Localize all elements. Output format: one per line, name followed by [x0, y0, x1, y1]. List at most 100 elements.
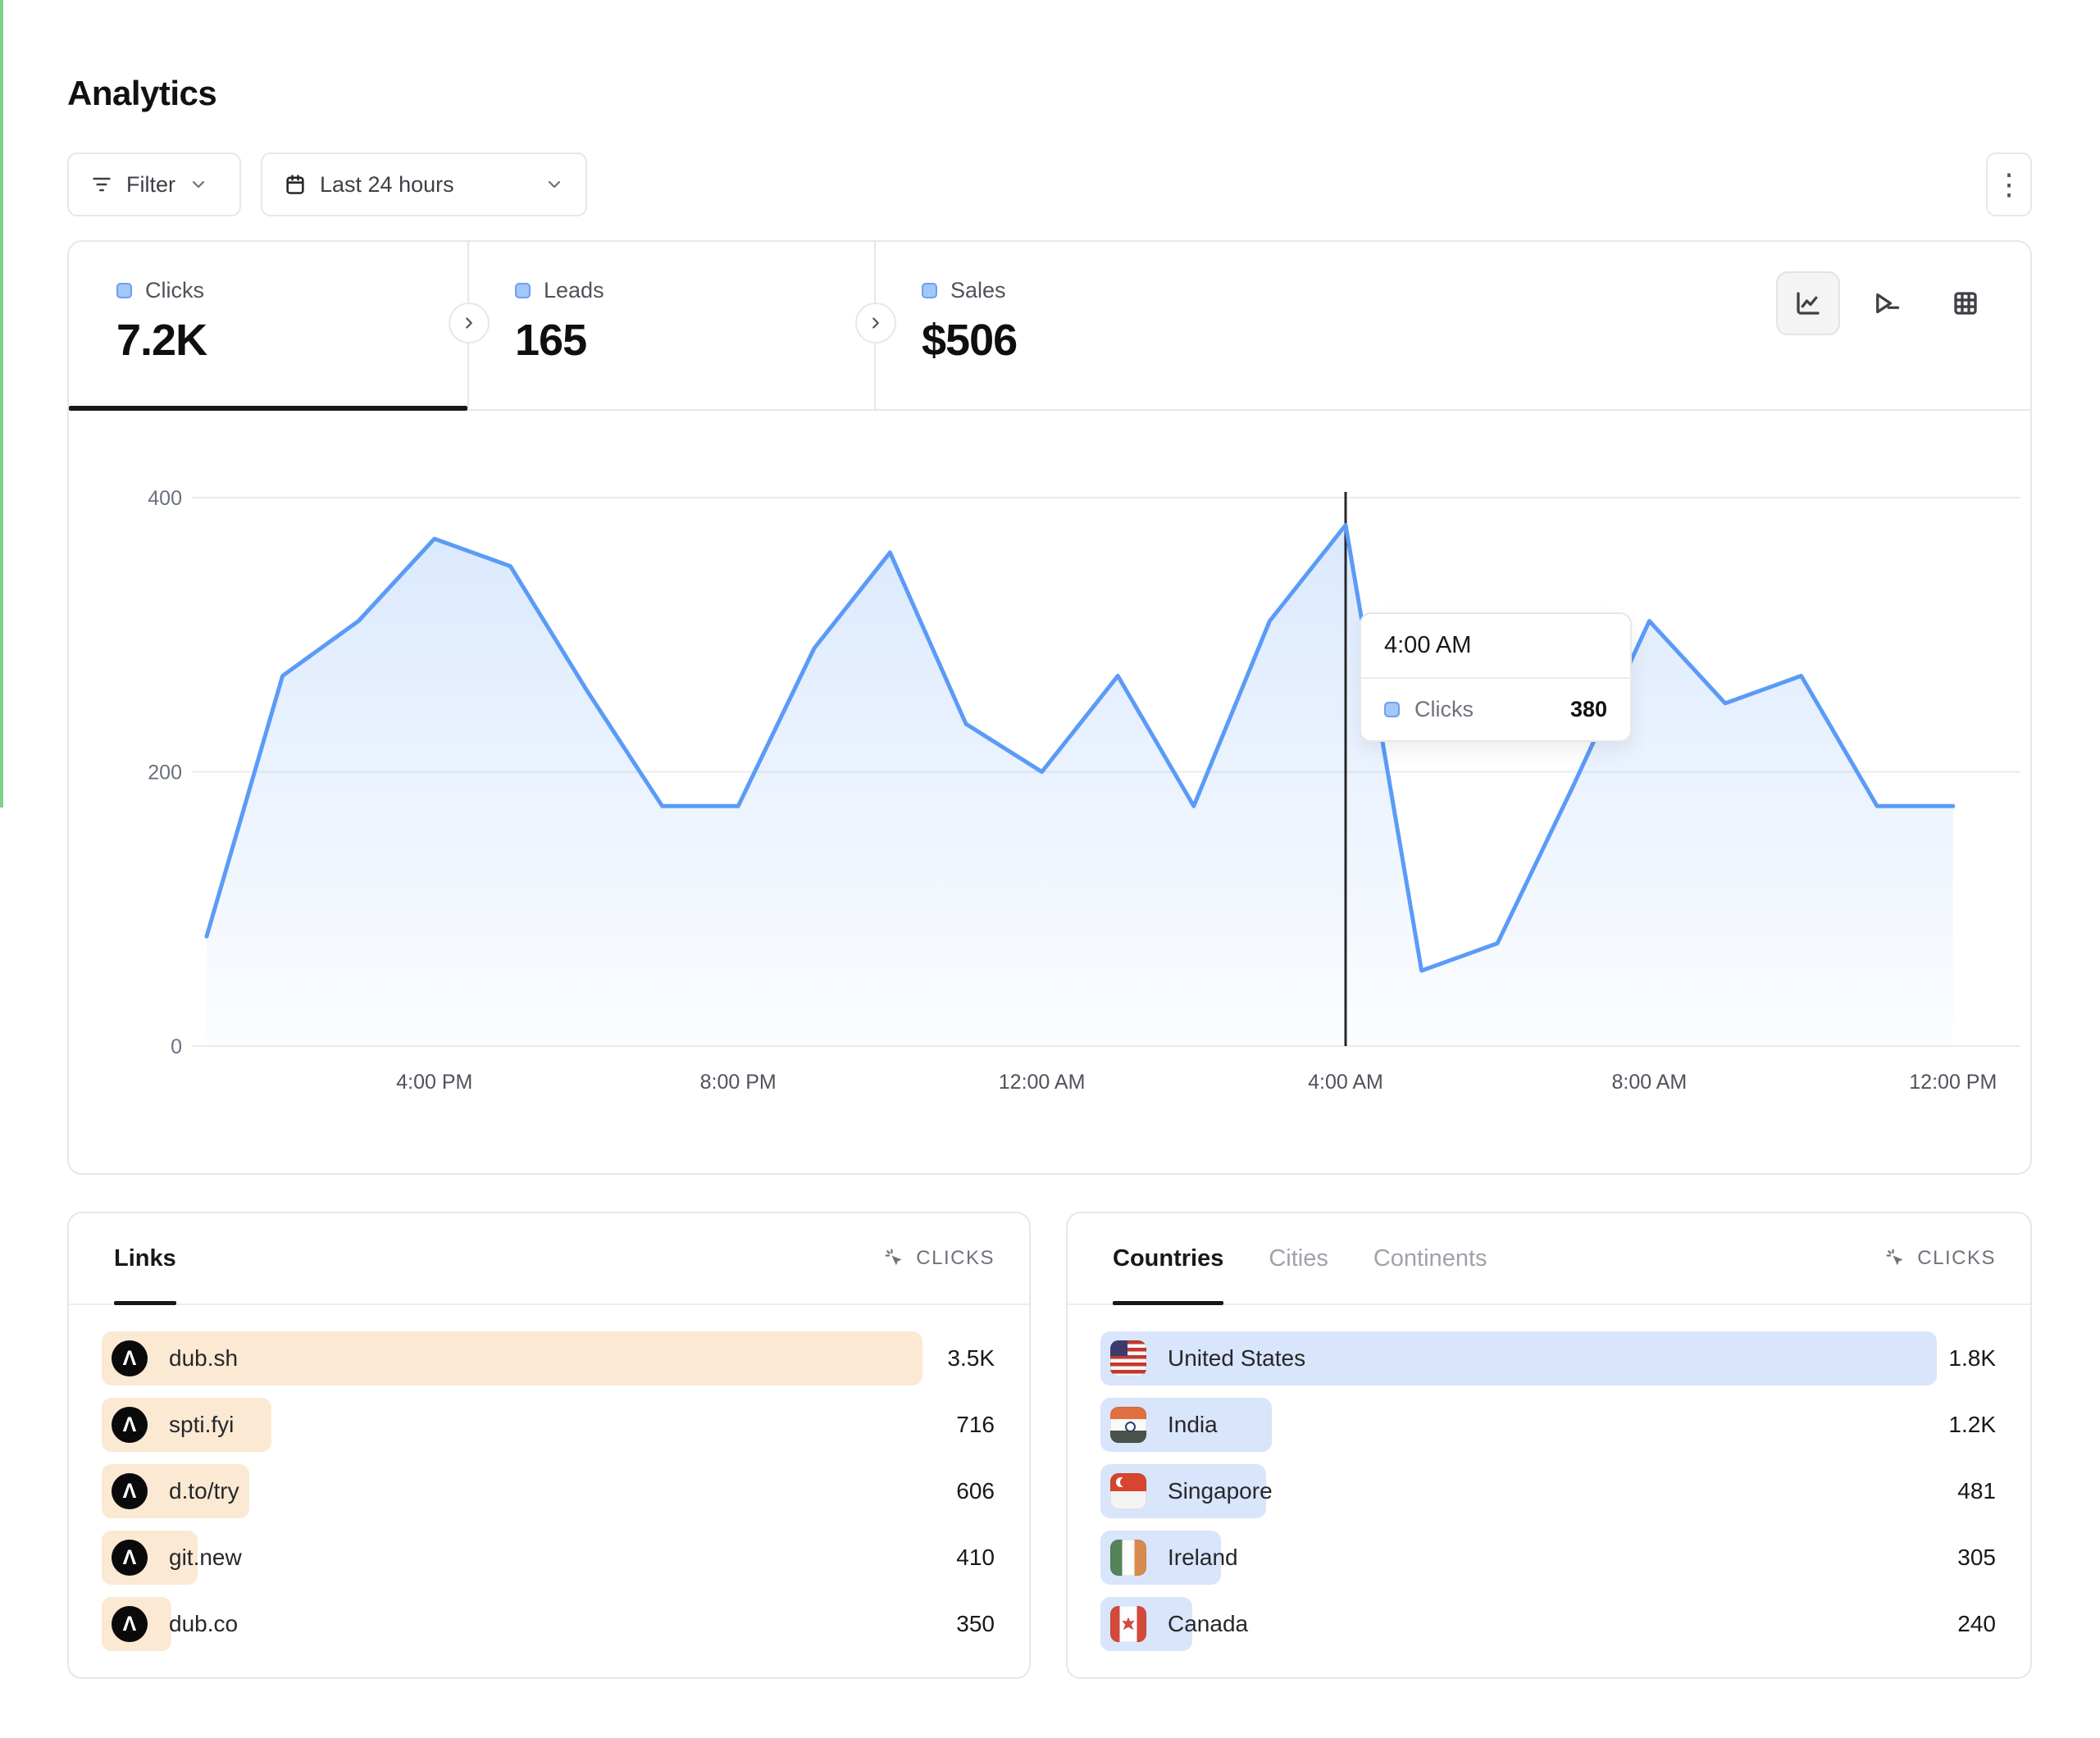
list-item[interactable]: Ireland 305	[1100, 1531, 1996, 1585]
tab-continents[interactable]: Continents	[1373, 1244, 1487, 1272]
page-title: Analytics	[67, 74, 217, 113]
ca-flag-icon	[1110, 1606, 1146, 1642]
svg-text:8:00 AM: 8:00 AM	[1612, 1071, 1688, 1094]
row-value: 716	[956, 1412, 995, 1437]
row-label: dub.co	[169, 1611, 239, 1636]
tab-sales[interactable]: Sales $506	[874, 242, 1301, 411]
tab-leads[interactable]: Leads 165	[467, 242, 874, 411]
date-range-picker[interactable]: Last 24 hours	[261, 152, 587, 216]
row-label: Singapore	[1168, 1478, 1273, 1504]
filter-button-label: Filter	[126, 171, 175, 197]
grid-icon	[1954, 292, 1977, 315]
tab-cities[interactable]: Cities	[1269, 1244, 1328, 1272]
date-range-label: Last 24 hours	[320, 171, 454, 197]
sg-flag-icon	[1110, 1473, 1146, 1509]
list-item[interactable]: spti.fyi 716	[102, 1398, 995, 1452]
leads-legend-square-icon	[515, 283, 531, 298]
list-item[interactable]: Singapore 481	[1100, 1464, 1996, 1518]
stat-value: 165	[515, 316, 587, 365]
svg-text:12:00 AM: 12:00 AM	[999, 1071, 1086, 1094]
kebab-menu-icon: ⋮	[1994, 167, 2024, 201]
cursor-click-icon	[1886, 1249, 1903, 1266]
stat-label: Sales	[950, 278, 1006, 303]
row-value: 410	[956, 1545, 995, 1570]
row-value: 481	[1957, 1478, 1996, 1504]
countries-metric-selector[interactable]: CLICKS	[1884, 1247, 1996, 1270]
funnel-view-button[interactable]	[1855, 271, 1919, 335]
expand-sales-button[interactable]	[855, 303, 896, 344]
list-item[interactable]: United States 1.8K	[1100, 1331, 1996, 1385]
stat-value: $506	[922, 316, 1018, 365]
clicks-legend-square-icon	[116, 283, 132, 298]
svg-text:8:00 PM: 8:00 PM	[700, 1071, 777, 1094]
row-label: Canada	[1168, 1611, 1249, 1636]
list-item[interactable]: dub.co 350	[102, 1597, 995, 1651]
row-label: spti.fyi	[169, 1412, 235, 1437]
in-flag-icon	[1110, 1407, 1146, 1443]
dub-logo-icon	[112, 1340, 148, 1376]
analytics-chart-card: Clicks 7.2K Leads 165 Sales $506	[67, 240, 2032, 1175]
svg-text:200: 200	[148, 762, 182, 785]
links-metric-selector[interactable]: CLICKS	[883, 1247, 995, 1270]
dub-logo-icon	[112, 1606, 148, 1642]
links-panel: Links CLICKS dub.sh 3.5K spti.fyi 716 d.to/t…	[67, 1212, 1031, 1679]
row-label: India	[1168, 1412, 1218, 1437]
metric-label: CLICKS	[1917, 1247, 1996, 1269]
dub-logo-icon	[112, 1473, 148, 1509]
tab-countries[interactable]: Countries	[1113, 1213, 1224, 1305]
window-edge-accent	[0, 0, 3, 808]
svg-text:0: 0	[171, 1035, 182, 1058]
row-label: dub.sh	[169, 1345, 239, 1371]
funnel-icon	[1876, 293, 1900, 314]
chevron-right-icon	[872, 317, 879, 329]
stats-header: Clicks 7.2K Leads 165 Sales $506	[69, 242, 2030, 411]
chevron-down-icon	[189, 175, 208, 194]
row-label: United States	[1168, 1345, 1306, 1371]
active-tab-underline	[114, 1301, 176, 1305]
tab-clicks[interactable]: Clicks 7.2K	[69, 242, 467, 411]
value-bar	[102, 1331, 922, 1385]
chevron-down-icon	[544, 175, 564, 194]
row-label: Ireland	[1168, 1545, 1238, 1570]
row-value: 350	[956, 1611, 995, 1636]
row-value: 606	[956, 1478, 995, 1504]
tooltip-series-label: Clicks	[1414, 697, 1474, 721]
list-item[interactable]: d.to/try 606	[102, 1464, 995, 1518]
active-tab-underline	[69, 406, 467, 411]
row-value: 1.2K	[1948, 1412, 1996, 1437]
chart-type-toolbar	[1776, 271, 1998, 335]
more-options-button[interactable]: ⋮	[1986, 152, 2032, 216]
row-value: 3.5K	[947, 1345, 995, 1371]
row-value: 305	[1957, 1545, 1996, 1570]
svg-text:4:00 AM: 4:00 AM	[1308, 1071, 1383, 1094]
tooltip-value: 380	[1569, 697, 1607, 721]
expand-leads-button[interactable]	[449, 303, 490, 344]
list-item[interactable]: Canada 240	[1100, 1597, 1996, 1651]
countries-panel: Countries Cities Continents CLICKS Unite…	[1066, 1212, 2032, 1679]
value-bar	[1100, 1331, 1937, 1385]
tooltip-time: 4:00 AM	[1361, 614, 1630, 679]
list-item[interactable]: git.new 410	[102, 1531, 995, 1585]
metric-label: CLICKS	[916, 1247, 995, 1269]
ie-flag-icon	[1110, 1540, 1146, 1576]
svg-text:12:00 PM: 12:00 PM	[1909, 1071, 1997, 1094]
filter-button[interactable]: Filter	[67, 152, 241, 216]
stat-label: Clicks	[145, 278, 204, 303]
list-item[interactable]: India 1.2K	[1100, 1398, 1996, 1452]
line-chart-view-button[interactable]	[1776, 271, 1840, 335]
chevron-right-icon	[466, 317, 472, 329]
dub-logo-icon	[112, 1407, 148, 1443]
tab-links[interactable]: Links	[114, 1213, 176, 1305]
table-view-button[interactable]	[1934, 271, 1998, 335]
cursor-click-icon	[885, 1249, 902, 1266]
us-flag-icon	[1110, 1340, 1146, 1376]
list-item[interactable]: dub.sh 3.5K	[102, 1331, 995, 1385]
svg-text:4:00 PM: 4:00 PM	[396, 1071, 472, 1094]
svg-text:400: 400	[148, 487, 182, 510]
filter-lines-icon	[90, 173, 113, 196]
line-chart-icon	[1797, 292, 1820, 315]
stat-value: 7.2K	[116, 316, 207, 365]
active-tab-underline	[1113, 1301, 1224, 1305]
row-label: git.new	[169, 1545, 242, 1570]
row-value: 1.8K	[1948, 1345, 1996, 1371]
